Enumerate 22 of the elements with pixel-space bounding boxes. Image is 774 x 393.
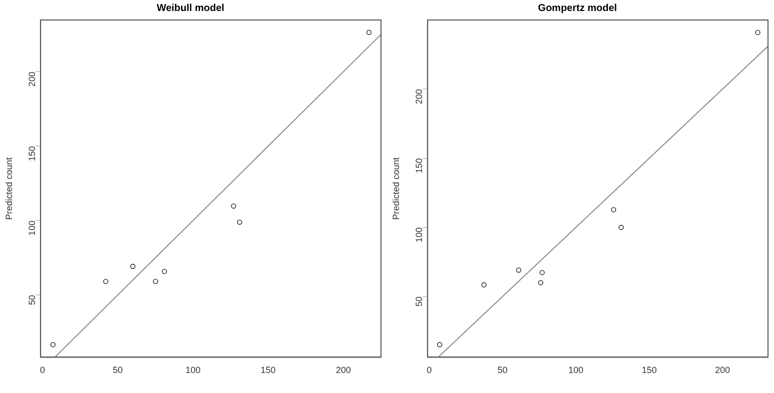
x-tick-label: 200 bbox=[715, 365, 730, 376]
y-tick-label: 200 bbox=[27, 72, 38, 87]
y-axis-title: Predicted count bbox=[4, 156, 14, 220]
x-tick-label: 100 bbox=[568, 365, 584, 376]
x-tick-label: 150 bbox=[642, 365, 657, 376]
y-tick-label: 200 bbox=[414, 89, 424, 104]
y-tick-label: 50 bbox=[414, 296, 424, 307]
y-tick-label: 100 bbox=[414, 227, 424, 242]
x-tick-label: 0 bbox=[40, 365, 46, 376]
x-tick-label: 0 bbox=[426, 365, 432, 376]
x-tick-label: 50 bbox=[112, 365, 123, 376]
chart-title: Weibull model bbox=[156, 2, 225, 14]
y-tick-label: 150 bbox=[27, 146, 38, 162]
x-tick-label: 200 bbox=[336, 365, 351, 376]
x-tick-label: 50 bbox=[498, 365, 508, 376]
y-tick-label: 50 bbox=[27, 294, 38, 305]
x-tick-label: 150 bbox=[260, 365, 276, 376]
x-tick-label: 100 bbox=[185, 365, 200, 376]
chart-title: Gompertz model bbox=[538, 2, 618, 14]
y-tick-label: 150 bbox=[414, 158, 424, 174]
y-tick-label: 100 bbox=[27, 220, 38, 236]
y-axis-title: Predicted count bbox=[390, 156, 401, 220]
